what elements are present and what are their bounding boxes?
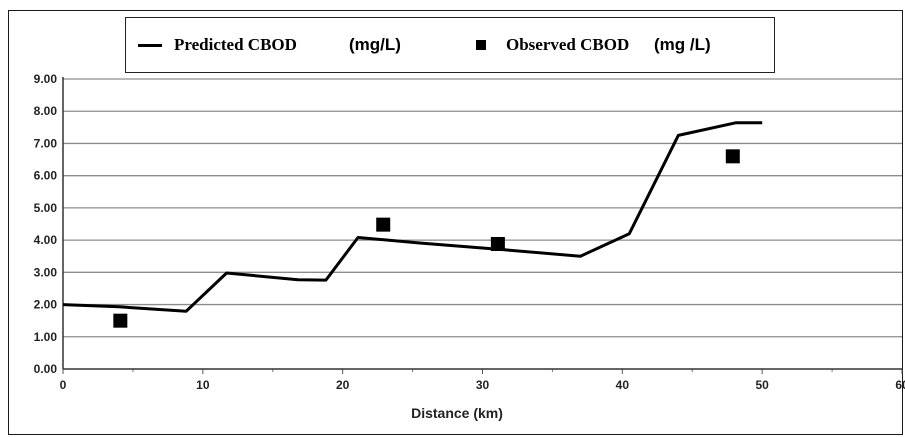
observed-cbod-point [725,149,740,164]
chart-frame [8,10,903,435]
x-tick-label: 60 [895,378,905,392]
predicted-series [62,121,763,313]
legend: Predicted CBOD (mg/L) Observed CBOD (mg … [125,17,775,73]
y-tick-label: 1.00 [34,330,58,344]
x-tick-label: 50 [755,378,769,392]
y-tick-label: 7.00 [34,136,58,150]
observed-cbod-point [376,217,391,232]
observed-cbod-point [113,313,128,328]
grid-lines [63,78,902,338]
legend-line-swatch [138,44,162,47]
x-axis-title: Distance (km) [411,405,503,421]
y-tick-label: 9.00 [34,72,58,86]
y-tick-label: 4.00 [34,233,58,247]
observed-series [113,149,740,328]
y-tick-label: 8.00 [34,104,58,118]
x-tick-label: 0 [60,378,67,392]
y-tick-label: 2.00 [34,298,58,312]
x-tick-label: 40 [616,378,630,392]
legend-observed-unit: (mg /L) [654,35,711,54]
y-tick-label: 3.00 [34,265,58,279]
x-tick-label: 20 [336,378,350,392]
legend-observed-label: Observed CBOD [506,35,630,54]
axes [62,77,902,370]
y-tick-label: 5.00 [34,201,58,215]
legend-square-swatch [476,40,486,50]
legend-predicted-unit: (mg/L) [349,35,401,54]
x-tick-label: 10 [196,378,210,392]
x-tick-label: 30 [476,378,490,392]
y-tick-label: 0.00 [34,362,58,376]
y-axis-ticks: 0.00 1.00 2.00 3.00 4.00 5.00 6.00 7.00 8.00 9.00 [34,72,58,376]
legend-predicted-label: Predicted CBOD [174,35,297,54]
predicted-cbod-line [62,121,763,313]
y-tick-label: 6.00 [34,169,58,183]
x-axis-ticks: 0 10 20 30 40 50 60 [60,369,905,392]
observed-cbod-point [490,236,505,251]
